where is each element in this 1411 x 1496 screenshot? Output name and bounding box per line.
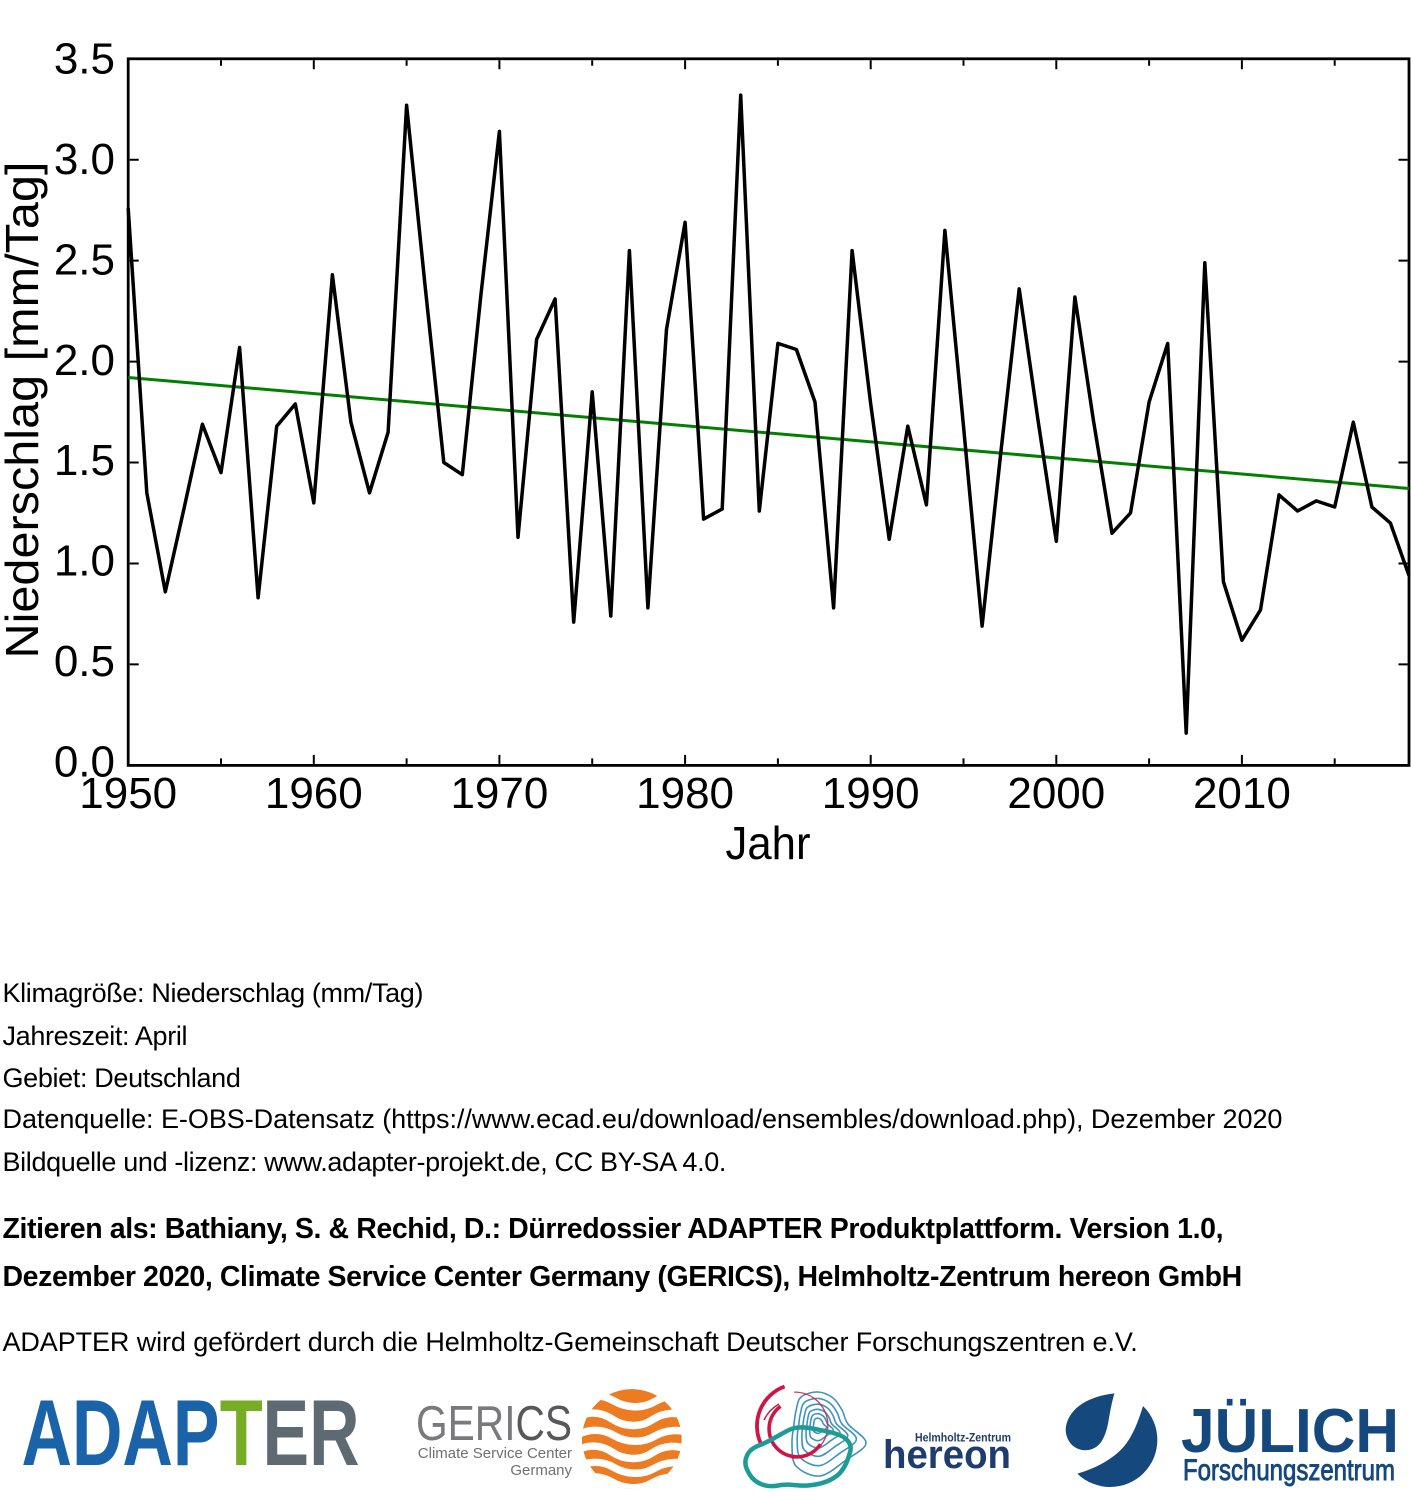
svg-text:0.0: 0.0 <box>54 738 115 787</box>
svg-text:1980: 1980 <box>636 769 734 818</box>
svg-text:Jahr: Jahr <box>726 817 811 869</box>
svg-text:1.5: 1.5 <box>54 436 115 485</box>
svg-text:Niederschlag [mm/Tag]: Niederschlag [mm/Tag] <box>0 161 48 658</box>
svg-text:1950: 1950 <box>79 769 177 818</box>
svg-text:Helmholtz-Zentrum: Helmholtz-Zentrum <box>915 1431 1011 1445</box>
svg-text:hereon: hereon <box>883 1433 1011 1477</box>
svg-text:3.5: 3.5 <box>54 35 115 84</box>
svg-text:JÜLICH: JÜLICH <box>1181 1397 1399 1466</box>
svg-text:GERI: GERI <box>416 1397 516 1451</box>
svg-text:ER: ER <box>263 1380 360 1485</box>
svg-text:Climate Service Center: Climate Service Center <box>418 1445 572 1462</box>
svg-text:0.5: 0.5 <box>54 637 115 686</box>
svg-text:1.0: 1.0 <box>54 537 115 586</box>
svg-text:CS: CS <box>516 1397 573 1451</box>
svg-text:2.5: 2.5 <box>54 235 115 284</box>
svg-text:1970: 1970 <box>450 769 548 818</box>
svg-text:2.0: 2.0 <box>54 336 115 385</box>
svg-text:ADAP: ADAP <box>22 1380 220 1485</box>
svg-text:3.0: 3.0 <box>54 135 115 184</box>
svg-text:2000: 2000 <box>1007 769 1105 818</box>
svg-text:T: T <box>220 1380 263 1485</box>
svg-text:2010: 2010 <box>1193 769 1291 818</box>
svg-text:Forschungszentrum: Forschungszentrum <box>1183 1454 1395 1487</box>
svg-text:1990: 1990 <box>822 769 920 818</box>
svg-text:Germany: Germany <box>510 1462 572 1479</box>
svg-text:1960: 1960 <box>265 769 363 818</box>
